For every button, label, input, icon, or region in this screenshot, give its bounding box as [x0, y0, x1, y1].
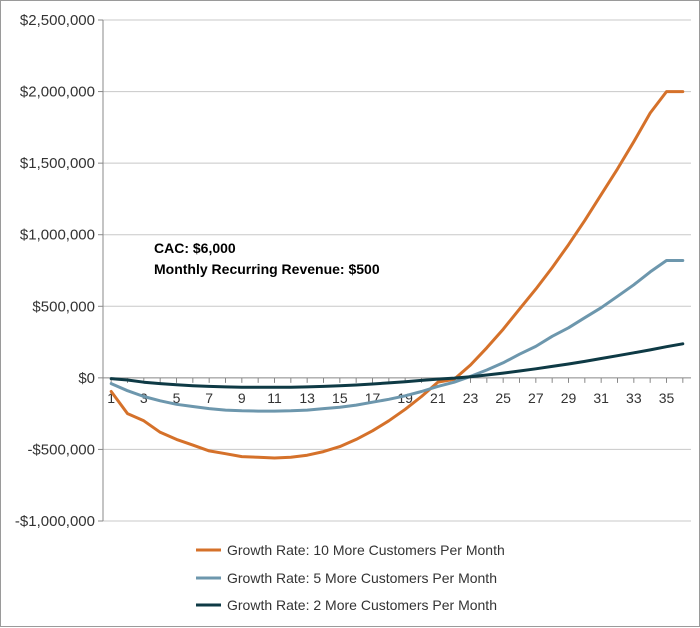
x-tick-label: 9	[238, 390, 246, 406]
annotation-mrr: Monthly Recurring Revenue: $500	[154, 261, 380, 277]
x-tick-label: 7	[205, 390, 213, 406]
x-tick-label: 21	[430, 390, 446, 406]
x-tick-label: 15	[332, 390, 348, 406]
y-tick-label: $2,000,000	[20, 84, 95, 101]
x-tick-label: 13	[299, 390, 315, 406]
x-tick-label: 27	[528, 390, 544, 406]
x-tick-label: 23	[463, 390, 479, 406]
series-line-1	[109, 259, 685, 413]
series-line-2	[109, 342, 685, 389]
series-line-0	[109, 90, 685, 460]
y-tick-label: $0	[78, 370, 95, 387]
x-tick-label: 25	[495, 390, 511, 406]
x-tick-label: 31	[593, 390, 609, 406]
x-tick-label: 11	[267, 390, 282, 406]
series-lines	[109, 90, 685, 460]
legend: Growth Rate: 10 More Customers Per Month…	[196, 542, 505, 613]
legend-label-10: Growth Rate: 10 More Customers Per Month	[227, 542, 505, 558]
y-tick-label: $500,000	[32, 298, 95, 315]
y-tick-label: $1,500,000	[20, 155, 95, 172]
legend-label-5: Growth Rate: 5 More Customers Per Month	[227, 570, 497, 586]
y-tick-label: -$500,000	[27, 441, 95, 458]
legend-label-2: Growth Rate: 2 More Customers Per Month	[227, 597, 497, 613]
x-tick-label: 29	[561, 390, 577, 406]
x-tick-label: 33	[626, 390, 642, 406]
annotation-cac: CAC: $6,000	[154, 240, 236, 256]
y-tick-label: $2,500,000	[20, 12, 95, 29]
chart-annotation: CAC: $6,000 Monthly Recurring Revenue: $…	[154, 240, 380, 277]
y-tick-label: $1,000,000	[20, 227, 95, 244]
y-axis-ticks: $2,500,000 $2,000,000 $1,500,000 $1,000,000…	[15, 12, 95, 530]
x-tick-label: 5	[173, 390, 181, 406]
x-tick-label: 35	[659, 390, 675, 406]
y-tick-label: -$1,000,000	[15, 513, 95, 530]
x-tick-label: 1	[107, 390, 115, 406]
